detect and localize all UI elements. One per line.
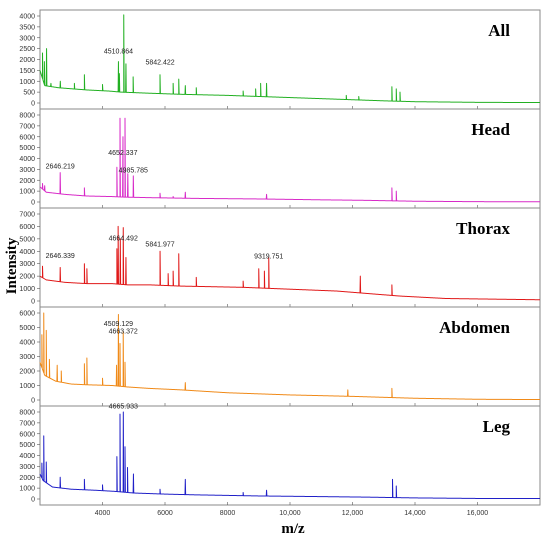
y-tick-label: 6000 — [19, 224, 35, 231]
x-tick-label: 6000 — [157, 510, 173, 517]
y-tick-label: 0 — [31, 299, 35, 306]
panel-frame — [39, 405, 541, 506]
panel-title-abdomen: Abdomen — [439, 318, 510, 337]
y-tick-label: 3500 — [19, 24, 35, 31]
spectrum-line-abdomen — [39, 312, 540, 401]
y-tick-label: 5000 — [19, 325, 35, 332]
y-tick-label: 500 — [23, 90, 35, 97]
spectrum-line-all — [39, 14, 540, 104]
y-tick-label: 0 — [31, 398, 35, 405]
spectrum-line-head — [39, 117, 540, 203]
y-tick-label: 1500 — [19, 68, 35, 75]
panel-title-all: All — [488, 21, 510, 40]
panel-title-leg: Leg — [483, 417, 511, 436]
spectrum-line-thorax — [39, 225, 541, 301]
x-tick-label: 8000 — [220, 510, 236, 517]
y-tick-label: 2000 — [19, 57, 35, 64]
peak-label: 2646.219 — [46, 163, 75, 170]
y-tick-label: 5000 — [19, 442, 35, 449]
y-tick-label: 4000 — [19, 453, 35, 460]
y-tick-label: 8000 — [19, 113, 35, 120]
y-tick-label: 2000 — [19, 369, 35, 376]
y-tick-label: 7000 — [19, 420, 35, 427]
y-tick-label: 7000 — [19, 212, 35, 219]
y-tick-label: 1000 — [19, 286, 35, 293]
y-tick-label: 1000 — [19, 486, 35, 493]
y-tick-label: 2000 — [19, 178, 35, 185]
y-tick-label: 2500 — [19, 46, 35, 53]
panel-title-head: Head — [471, 120, 510, 139]
y-tick-label: 2000 — [19, 475, 35, 482]
y-tick-label: 8000 — [19, 410, 35, 417]
x-axis-title: m/z — [281, 521, 305, 537]
y-tick-label: 1000 — [19, 79, 35, 86]
y-tick-label: 5000 — [19, 236, 35, 243]
peak-label: 4510.864 — [104, 49, 133, 56]
y-tick-label: 1000 — [19, 189, 35, 196]
peak-label: 4652.337 — [108, 150, 137, 157]
x-tick-label: 14,000 — [404, 510, 426, 517]
panel-frame — [39, 9, 541, 110]
peak-label: 2646.339 — [46, 253, 75, 260]
y-tick-label: 6000 — [19, 431, 35, 438]
spectrum-line-leg — [39, 411, 540, 500]
panel-title-thorax: Thorax — [456, 219, 510, 238]
x-tick-label: 10,000 — [279, 510, 301, 517]
y-tick-label: 3000 — [19, 464, 35, 471]
y-tick-label: 7000 — [19, 123, 35, 130]
y-tick-label: 6000 — [19, 311, 35, 318]
peak-label: 4665.933 — [109, 404, 138, 411]
y-tick-label: 3000 — [19, 35, 35, 42]
peak-label: 5842.422 — [145, 59, 174, 66]
y-tick-label: 2000 — [19, 274, 35, 281]
peak-label: 4664.492 — [109, 236, 138, 243]
y-axis-title: Intensity — [4, 237, 20, 294]
peak-label: 4663.372 — [109, 328, 138, 335]
panel-frame — [39, 108, 541, 209]
y-tick-label: 0 — [31, 200, 35, 207]
y-tick-label: 6000 — [19, 134, 35, 141]
y-tick-label: 0 — [31, 497, 35, 504]
peak-label: 9319.751 — [254, 254, 283, 261]
y-tick-label: 4000 — [19, 249, 35, 256]
peak-label: 4985.785 — [119, 168, 148, 175]
y-tick-label: 0 — [31, 101, 35, 108]
y-tick-label: 1000 — [19, 383, 35, 390]
peak-label: 5841.977 — [145, 241, 174, 248]
peak-label: 4509.129 — [104, 321, 133, 328]
y-tick-label: 4000 — [19, 156, 35, 163]
x-tick-label: 16,000 — [467, 510, 489, 517]
y-tick-label: 3000 — [19, 261, 35, 268]
y-tick-label: 4000 — [19, 14, 35, 21]
x-tick-label: 12,000 — [342, 510, 364, 517]
x-tick-label: 4000 — [95, 510, 111, 517]
y-tick-label: 5000 — [19, 145, 35, 152]
y-tick-label: 3000 — [19, 354, 35, 361]
y-tick-label: 3000 — [19, 167, 35, 174]
y-tick-label: 4000 — [19, 340, 35, 347]
